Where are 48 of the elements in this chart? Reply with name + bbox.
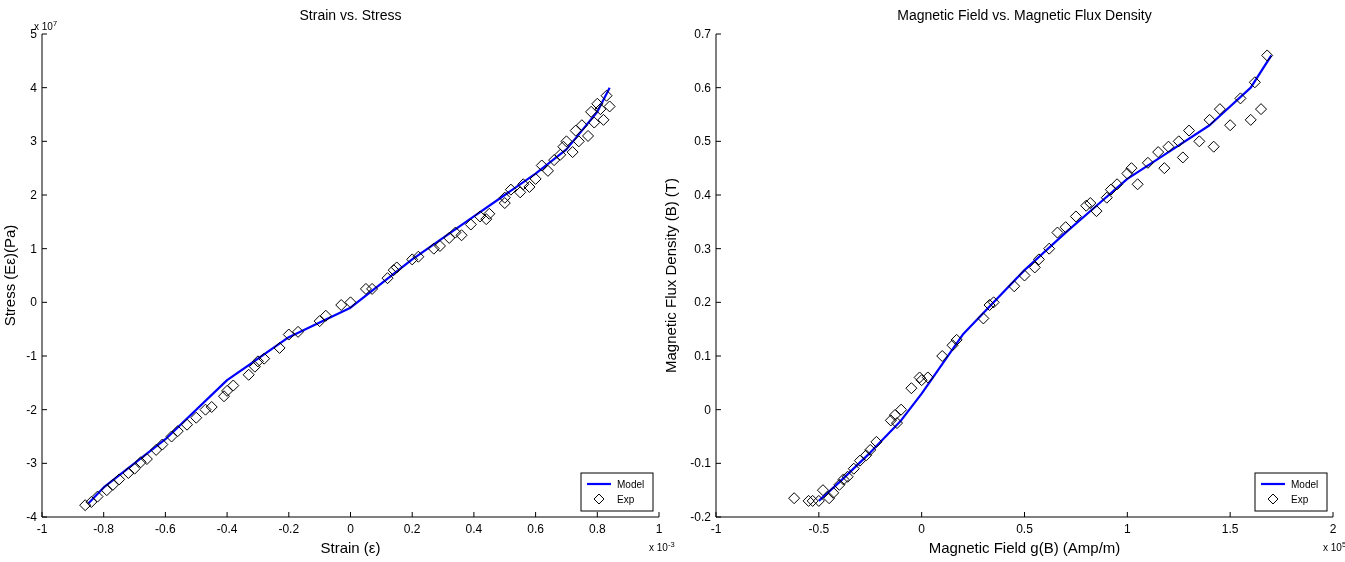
x-tick-label: -0.5 [808, 522, 830, 536]
y-tick-label: 1 [30, 241, 38, 256]
y-tick-label: 0 [704, 402, 712, 417]
x-tick-label: -0.6 [155, 522, 177, 536]
x-axis-title: Magnetic Field g(B) (Amp/m) [928, 539, 1121, 556]
y-tick-label: 4 [30, 80, 38, 95]
y-tick-label: 2 [30, 188, 38, 202]
x-tick-label: 1 [655, 522, 663, 536]
legend-label: Model [617, 479, 645, 490]
y-tick-label: 0.3 [694, 241, 712, 256]
y-axis-title: Magnetic Flux Density (B) (T) [662, 177, 679, 374]
text: x 10$^{-3}$ [649, 539, 675, 553]
y-tick-label: 3 [30, 134, 38, 149]
x-tick-label: 1 [1123, 522, 1131, 536]
y-tick-label: 0.7 [694, 27, 712, 41]
x-tick-label: -1 [710, 522, 722, 536]
x-tick-label: 0.2 [403, 522, 421, 536]
y-tick-label: -0.1 [690, 456, 712, 471]
chart-title: Strain vs. Stress [299, 7, 402, 23]
legend-label: Exp [617, 494, 635, 505]
x-axis-title: Strain (ε) [320, 539, 381, 556]
x-tick-label: -0.4 [216, 522, 238, 536]
y-tick-label: 0.6 [694, 80, 712, 95]
y-tick-label: -2 [26, 402, 38, 417]
y-tick-label: -4 [26, 510, 38, 524]
y-tick-label: -1 [26, 349, 38, 363]
x-tick-label: 2 [1329, 522, 1337, 536]
y-tick-label: -3 [26, 456, 38, 471]
x-tick-label: 0.6 [527, 522, 545, 536]
y-tick-label: 0.5 [694, 134, 712, 149]
x-tick-label: -0.2 [278, 522, 300, 536]
legend-label: Exp [1291, 494, 1309, 505]
y-tick-label: -0.2 [690, 510, 712, 524]
chart-title: Magnetic Field vs. Magnetic Flux Density [897, 7, 1152, 23]
x-tick-label: 0.5 [1016, 522, 1034, 536]
text: x 10$^{5}$ [1323, 539, 1345, 553]
x-tick-label: 0.8 [588, 522, 606, 536]
x-tick-label: 0 [347, 522, 355, 536]
x-tick-label: 0 [918, 522, 926, 536]
x-tick-label: -0.8 [93, 522, 115, 536]
y-tick-label: 0.2 [694, 295, 712, 310]
legend-label: Model [1291, 479, 1319, 490]
y-tick-label: 0.1 [694, 349, 712, 363]
x-tick-label: 1.5 [1221, 522, 1239, 536]
y-tick-label: 0 [30, 295, 38, 310]
y-tick-label: 0.4 [694, 188, 712, 202]
y-axis-title: Stress (Eε)(Pa) [1, 224, 18, 327]
x-tick-label: 0.4 [465, 522, 483, 536]
